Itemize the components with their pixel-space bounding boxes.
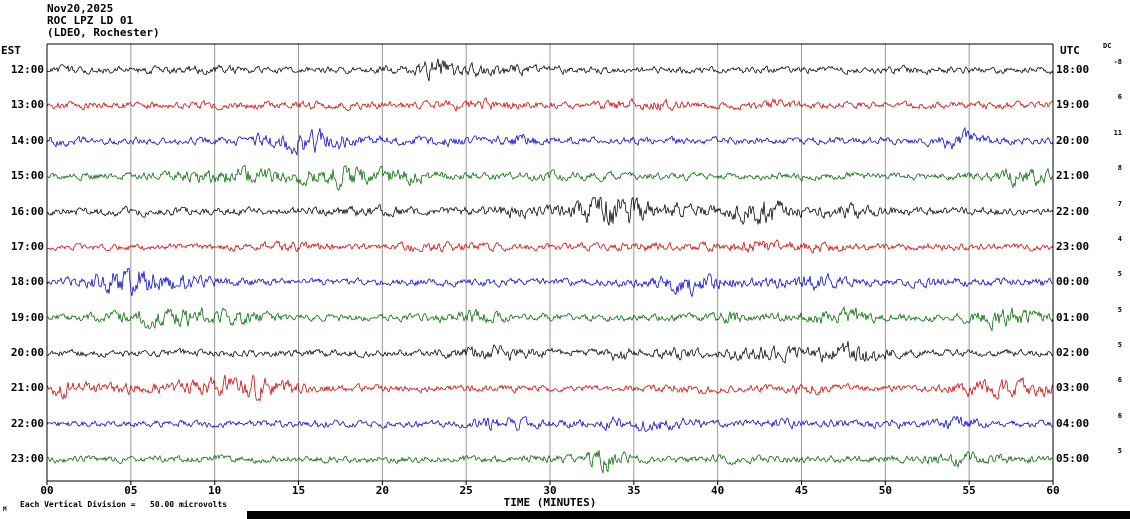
row-label-est: 12:00 [10,63,44,76]
seismo-trace-1300 [46,97,1054,113]
x-tick-label: 30 [543,484,557,497]
row-label-est: 21:00 [10,381,44,395]
row-label-utc: 01:00 [1056,310,1090,324]
row-label-est: 17:00 [10,239,44,253]
row-label-utc: 04:00 [1056,416,1090,430]
seismo-trace-1400 [46,126,1054,157]
row-label-est: 19:00 [10,310,44,324]
x-tick-label: 20 [375,484,389,497]
row-label-est: 22:00 [10,416,44,430]
row-gain: 5 [1117,341,1122,350]
seismo-trace-1800 [46,267,1054,298]
x-tick-label: 50 [878,484,892,497]
row-label-utc: 20:00 [1056,133,1090,147]
row-label-utc: 18:00 [1056,63,1090,76]
row-label-utc: 22:00 [1056,204,1090,218]
row-label-est: 23:00 [10,452,44,466]
seismo-trace-1900 [46,305,1054,332]
row-label-est: 14:00 [10,133,44,147]
station-code: ROC LPZ LD 01 [47,14,134,27]
row-label-utc: 19:00 [1056,98,1090,112]
row-label-est: 20:00 [10,346,44,360]
row-label-utc: 00:00 [1056,275,1090,289]
row-label-est: 18:00 [10,275,44,289]
row-label-utc: 21:00 [1056,169,1090,183]
bottom-black-bar [247,511,1130,519]
x-tick-label: 10 [208,484,222,497]
seismo-trace-2200 [46,415,1053,433]
row-gain: 5 [1117,447,1122,456]
seismo-trace-1200 [46,58,1054,82]
seismo-trace-1700 [46,239,1054,254]
x-tick-label: 45 [794,484,809,497]
x-tick-label: 05 [124,484,138,497]
row-gain: -8 [1113,58,1122,66]
x-tick-label: 00 [40,484,54,497]
row-gain: 6 [1117,411,1122,420]
row-label-utc: 02:00 [1056,346,1090,360]
row-label-utc: 05:00 [1056,452,1090,466]
x-tick-label: 25 [459,484,473,497]
row-gain: 5 [1117,305,1122,314]
x-tick-label: 60 [1046,484,1060,497]
right-timezone-label: UTC [1060,44,1080,57]
x-tick-label: 35 [627,484,641,497]
x-axis-title: TIME (MINUTES) [503,496,597,509]
seismo-trace-2100 [46,374,1054,402]
left-timezone-label: EST [1,44,21,57]
plot-date: Nov20,2025 [47,2,114,15]
row-gain: 4 [1117,234,1122,243]
row-label-est: 16:00 [10,204,44,218]
row-label-est: 15:00 [10,169,44,183]
dc-column-label: DC [1103,42,1112,50]
row-gain: 8 [1117,164,1122,173]
scale-note: Each Vertical Division = 50.00 microvolt… [20,500,228,509]
seismo-trace-1600 [46,196,1054,226]
station-name: (LDEO, Rochester) [47,26,160,39]
x-tick-label: 15 [291,484,306,497]
seismo-trace-2300 [46,450,1054,474]
seismo-trace-2000 [46,340,1054,364]
row-gain: 5 [1117,270,1122,279]
row-gain: 7 [1117,199,1122,208]
row-label-est: 13:00 [10,98,44,112]
row-gain: 6 [1117,93,1122,102]
x-tick-label: 40 [711,484,725,497]
row-gain: 6 [1117,376,1122,385]
seismo-trace-1500 [46,164,1054,191]
row-label-utc: 23:00 [1056,239,1090,253]
row-gain: 11 [1113,128,1122,137]
x-tick-label: 55 [962,484,976,497]
row-label-utc: 03:00 [1056,381,1090,395]
footer-marker: M [3,506,7,513]
